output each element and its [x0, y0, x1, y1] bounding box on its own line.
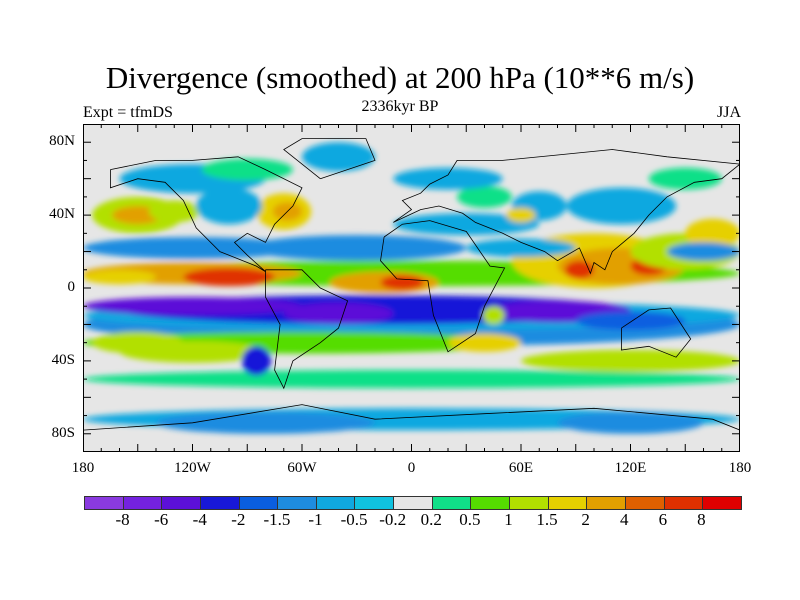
coastline	[621, 307, 692, 358]
lon-tick-label: 60E	[508, 460, 534, 476]
colorbar-label: -4	[192, 510, 207, 529]
colorbar-label: -0.5	[340, 510, 368, 529]
coastline	[283, 138, 376, 180]
colorbar-label: 1.5	[536, 510, 558, 529]
colorbar-label: -6	[154, 510, 169, 529]
lon-tick-label: 180	[71, 460, 95, 476]
field-contour	[302, 142, 375, 172]
lat-tick-label: 80N	[49, 133, 75, 150]
colorbar-label: 0.5	[459, 510, 481, 529]
lon-tick-label: 60W	[287, 460, 317, 476]
field-contour	[448, 333, 521, 352]
field-contour	[83, 297, 302, 316]
field-contour	[466, 238, 576, 258]
coastline	[393, 149, 740, 275]
divergence-map	[83, 124, 740, 452]
time-label: 2336kyr BP	[361, 98, 439, 115]
field-contour	[685, 218, 740, 248]
colorbar-swatch	[394, 497, 433, 509]
lon-tick-label: 0	[407, 460, 416, 476]
lat-tick-label: 40N	[49, 206, 75, 223]
lat-tick-label: 80S	[51, 424, 75, 441]
colorbar-swatch	[355, 497, 395, 509]
field-contour	[201, 158, 293, 181]
field-contour	[92, 331, 184, 354]
colorbar-swatch	[587, 497, 626, 509]
colorbar-swatch	[278, 497, 317, 509]
colorbar-label: 8	[697, 510, 706, 529]
colorbar-swatch	[625, 497, 665, 509]
coastline	[380, 220, 506, 353]
field-contour	[148, 200, 200, 223]
colorbar-label: -1	[308, 510, 323, 529]
field-contour	[241, 346, 271, 376]
colorbar-swatch	[316, 497, 356, 509]
colorbar-swatch	[510, 497, 549, 509]
colorbar-swatch	[123, 497, 163, 509]
field-contour	[380, 275, 425, 290]
colorbar-label: 0.2	[420, 510, 442, 529]
field-contour	[648, 167, 722, 190]
field-contour	[83, 370, 740, 389]
field-contour	[575, 311, 686, 330]
lat-tick-label: 0	[67, 279, 76, 295]
colorbar-label: 6	[658, 510, 668, 529]
field-contour	[557, 411, 704, 434]
colorbar-label: 4	[619, 510, 629, 529]
plot-title: Divergence (smoothed) at 200 hPa (10**6 …	[105, 60, 695, 95]
field-contour	[457, 185, 512, 208]
field-contour	[283, 302, 394, 325]
colorbar-swatch	[664, 497, 704, 509]
season-label: JJA	[716, 104, 741, 121]
field-contour	[564, 260, 594, 279]
colorbar-label: -2	[231, 510, 246, 529]
field-contour	[482, 306, 505, 325]
colorbar-swatch	[703, 497, 741, 509]
colorbar-label: 1	[504, 510, 513, 529]
colorbar-swatch	[432, 497, 472, 509]
lon-tick-label: 120W	[174, 460, 211, 476]
lon-tick-label: 120E	[614, 460, 647, 476]
field-contour	[393, 167, 503, 190]
field-contour	[393, 213, 540, 236]
field-contour	[566, 187, 677, 225]
field-contour	[83, 269, 156, 285]
colorbar-label: 2	[581, 510, 590, 529]
coastline	[110, 156, 303, 272]
experiment-label: Expt = tfmDS	[83, 104, 173, 121]
colorbar-swatch	[239, 497, 279, 509]
field-contour	[83, 236, 302, 259]
colorbar-label: -8	[115, 510, 130, 529]
field-contour	[521, 349, 740, 372]
colorbar-swatch	[162, 497, 201, 509]
lat-tick-label: 40S	[51, 351, 75, 368]
field-contour	[156, 411, 375, 434]
colorbar-swatch	[548, 497, 588, 509]
colorbar	[84, 496, 742, 510]
field-contour	[506, 207, 536, 223]
field-contour	[247, 235, 467, 261]
field-contour	[196, 187, 262, 225]
field-contour	[667, 242, 740, 261]
colorbar-swatch	[85, 497, 124, 509]
colorbar-label: -0.2	[379, 510, 407, 529]
field-contour	[183, 267, 275, 287]
colorbar-label: -1.5	[263, 510, 291, 529]
colorbar-swatch	[200, 497, 240, 509]
colorbar-swatch	[471, 497, 511, 509]
lon-tick-label: 180	[728, 460, 752, 476]
coastline	[83, 404, 740, 431]
coastline	[265, 269, 349, 390]
